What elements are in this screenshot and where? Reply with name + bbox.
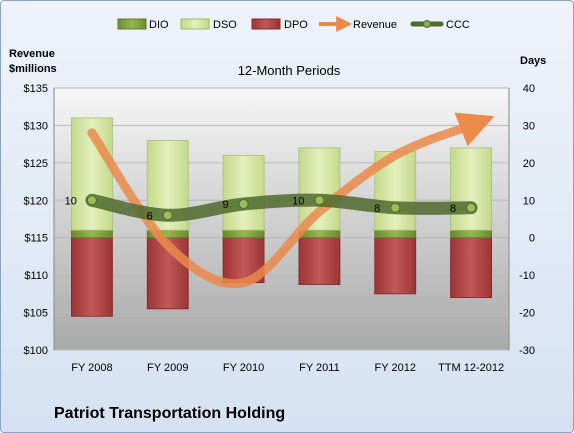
ccc-point: [162, 210, 173, 221]
bar-dio: [450, 229, 492, 239]
right-axis-tick-label: -30: [519, 345, 535, 357]
legend-dio-swatch: [117, 18, 147, 30]
bar-dio: [71, 229, 113, 239]
right-axis-title: Days: [520, 55, 546, 67]
bar-dpo: [71, 237, 113, 317]
right-axis-tick-label: 20: [523, 158, 535, 170]
legend-dpo-swatch: [251, 18, 281, 30]
legend: DIO DSO DPO Revenue CCC: [117, 16, 470, 32]
left-axis-tick-label: $135: [24, 83, 48, 95]
ccc-data-label: 9: [222, 199, 228, 211]
legend-dio: DIO: [117, 18, 169, 31]
x-axis-tick-label: FY 2012: [375, 362, 416, 374]
legend-revenue: Revenue: [319, 16, 397, 32]
chart-title: 12-Month Periods: [238, 63, 341, 78]
ccc-data-label: 8: [374, 203, 380, 215]
revenue-line: [87, 112, 495, 289]
ccc-point: [466, 202, 477, 213]
x-axis-tick-label: FY 2008: [71, 362, 112, 374]
legend-ccc-label: CCC: [446, 19, 470, 31]
left-axis-tick-label: $115: [24, 233, 48, 245]
left-axis-tick-label: $100: [24, 345, 48, 357]
legend-dpo: DPO: [251, 18, 308, 31]
left-axis-tick-label: $105: [24, 308, 48, 320]
legend-dso-label: DSO: [213, 19, 237, 31]
bar-dio: [222, 229, 265, 239]
right-axis-tick-label: -10: [519, 270, 535, 282]
legend-dpo-label: DPO: [284, 19, 308, 31]
axis-labels-layer: $100 $105 $110 $115 $120 $125 $130 $135 -30 -20 -1…: [24, 83, 535, 374]
company-name: Patriot Transportation Holding: [54, 405, 286, 422]
bars-layer: [71, 117, 492, 317]
ccc-data-label: 8: [450, 203, 456, 215]
revenue-line-layer: [87, 112, 495, 289]
legend-ccc: CCC: [410, 19, 470, 31]
ccc-data-label: 6: [147, 210, 153, 222]
ccc-data-label: 10: [292, 195, 304, 207]
bar-dso: [222, 154, 265, 231]
bar-dpo: [374, 237, 417, 295]
left-axis-title-line-1: Revenue: [9, 48, 55, 60]
left-axis-tick-label: $130: [24, 120, 48, 132]
right-axis-tick-label: -20: [519, 308, 535, 320]
right-axis-tick-label: 30: [523, 120, 535, 132]
left-axis-tick-label: $110: [24, 270, 48, 282]
left-axis-title-line-2: $millions: [9, 63, 57, 75]
legend-dso-swatch: [180, 18, 210, 30]
bar-dso: [298, 147, 341, 231]
ccc-point: [86, 195, 97, 206]
legend-ccc-marker: [423, 20, 431, 28]
ccc-line: [85, 193, 478, 222]
right-axis-tick-label: 10: [523, 195, 535, 207]
right-axis-tick-label: 0: [529, 233, 535, 245]
bar-dso: [71, 117, 113, 231]
plot-area: [54, 88, 509, 350]
x-axis-tick-label: TTM 12-2012: [438, 362, 504, 374]
x-axis-tick-label: FY 2011: [299, 362, 340, 374]
bar-dio: [374, 229, 417, 239]
legend-dso: DSO: [180, 18, 237, 31]
ccc-point: [238, 199, 249, 210]
left-axis-tick-label: $120: [24, 195, 48, 207]
bar-dso: [450, 147, 492, 231]
legend-dio-label: DIO: [149, 19, 169, 31]
bar-dpo: [298, 237, 341, 285]
x-axis-tick-label: FY 2010: [223, 362, 264, 374]
legend-revenue-label: Revenue: [353, 19, 397, 31]
ccc-line-layer: 10 6 9 10 8 8: [65, 193, 478, 222]
bar-dpo: [450, 237, 492, 298]
ccc-data-label: 10: [65, 195, 77, 207]
left-axis-tick-label: $125: [24, 158, 48, 170]
right-axis-tick-label: 40: [523, 83, 535, 95]
ccc-point: [314, 195, 325, 206]
x-axis-tick-label: FY 2009: [147, 362, 188, 374]
ccc-point: [390, 202, 401, 213]
